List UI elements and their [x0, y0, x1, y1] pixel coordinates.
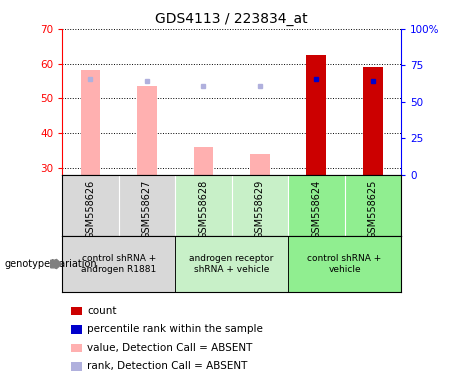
Text: GSM558627: GSM558627 [142, 180, 152, 239]
Bar [288, 236, 401, 292]
Text: androgen receptor
shRNA + vehicle: androgen receptor shRNA + vehicle [189, 254, 274, 274]
Text: GSM558626: GSM558626 [85, 180, 95, 239]
Text: rank, Detection Call = ABSENT: rank, Detection Call = ABSENT [87, 361, 248, 371]
Text: GSM558625: GSM558625 [368, 180, 378, 239]
Text: control shRNA +
vehicle: control shRNA + vehicle [307, 254, 382, 274]
Title: GDS4113 / 223834_at: GDS4113 / 223834_at [155, 12, 308, 26]
Bar [194, 147, 213, 175]
Bar [81, 71, 100, 175]
Text: control shRNA +
androgen R1881: control shRNA + androgen R1881 [81, 254, 156, 274]
Bar [307, 55, 326, 175]
Text: value, Detection Call = ABSENT: value, Detection Call = ABSENT [87, 343, 253, 353]
Text: count: count [87, 306, 117, 316]
Text: GSM558624: GSM558624 [311, 180, 321, 239]
Bar [363, 67, 383, 175]
Text: GSM558629: GSM558629 [255, 180, 265, 239]
Bar [250, 154, 270, 175]
Bar [175, 175, 288, 236]
Bar [62, 236, 175, 292]
Bar [288, 175, 401, 236]
Text: GSM558628: GSM558628 [198, 180, 208, 239]
Text: percentile rank within the sample: percentile rank within the sample [87, 324, 263, 334]
Bar [62, 175, 175, 236]
Bar [137, 86, 157, 175]
Bar [175, 236, 288, 292]
Text: genotype/variation: genotype/variation [5, 259, 97, 269]
